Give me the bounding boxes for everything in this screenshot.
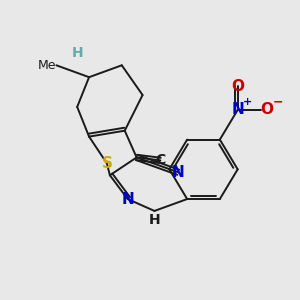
Text: O: O bbox=[231, 79, 244, 94]
Text: H: H bbox=[71, 46, 83, 60]
Text: H: H bbox=[148, 213, 160, 227]
Text: O: O bbox=[260, 102, 273, 117]
Text: −: − bbox=[273, 96, 283, 109]
Text: S: S bbox=[101, 156, 112, 171]
Text: C: C bbox=[155, 153, 166, 167]
Text: +: + bbox=[243, 97, 252, 106]
Text: N: N bbox=[121, 191, 134, 206]
Text: N: N bbox=[231, 102, 244, 117]
Text: N: N bbox=[172, 165, 184, 180]
Text: Me: Me bbox=[38, 59, 56, 72]
